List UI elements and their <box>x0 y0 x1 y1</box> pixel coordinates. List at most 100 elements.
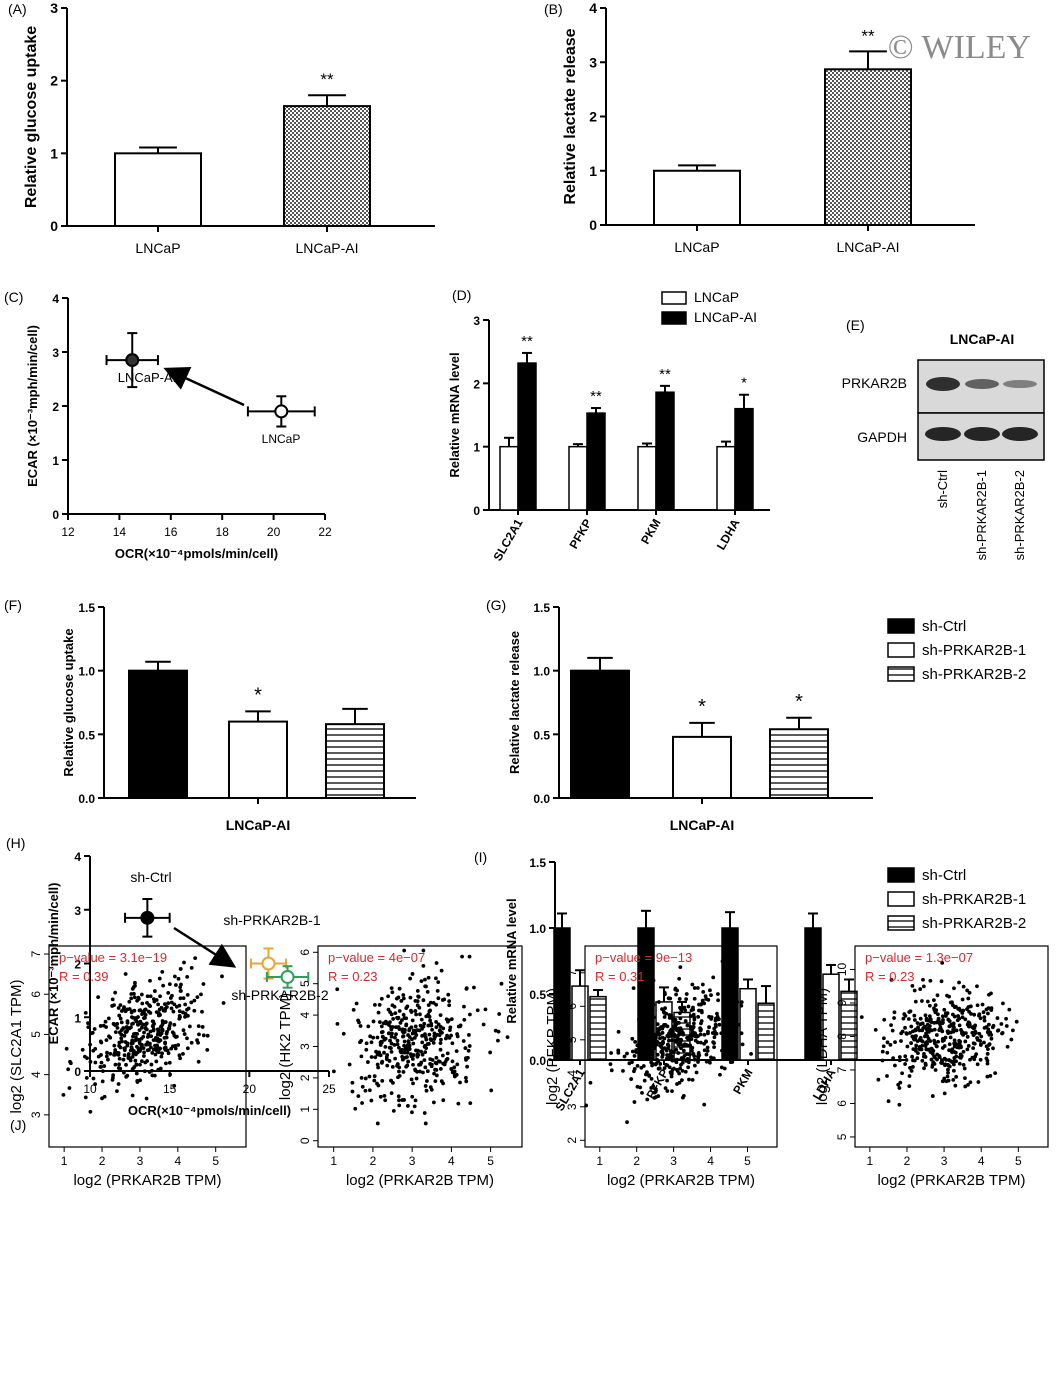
point-J2 <box>363 1088 368 1093</box>
point-J4 <box>947 1042 952 1047</box>
point-J2 <box>421 948 426 953</box>
point-J2 <box>463 1046 468 1050</box>
point-J1 <box>167 1026 172 1031</box>
point-J2 <box>496 1038 500 1043</box>
chart-A-y-tick-label: 1 <box>50 145 58 161</box>
chart-J2-x-tick-label: 1 <box>330 1154 337 1168</box>
point-J1 <box>126 1052 131 1056</box>
point-J1 <box>124 1025 129 1029</box>
chart-D-y-tick-label: 2 <box>473 377 480 391</box>
point-J3 <box>733 976 738 980</box>
point-J3 <box>690 1045 695 1050</box>
point-J4 <box>989 1032 994 1037</box>
point-J3 <box>625 1120 629 1125</box>
chart-I-y-axis-title: Relative mRNA level <box>504 898 519 1023</box>
point-J2 <box>377 1003 382 1007</box>
point-J1 <box>151 1047 156 1052</box>
point-J1 <box>103 1019 108 1024</box>
point-J4 <box>985 1030 990 1035</box>
point-J4 <box>922 1052 926 1056</box>
chart-D-y-axis-title: Relative mRNA level <box>447 352 462 477</box>
point-J2 <box>395 1042 400 1047</box>
sig-marker-D-1: ** <box>590 388 602 405</box>
point-J4 <box>1001 1001 1005 1006</box>
point-J3 <box>669 1038 674 1043</box>
point-J4 <box>930 1063 935 1067</box>
point-J1 <box>177 1003 182 1008</box>
point-J1 <box>129 1045 134 1050</box>
chart-D: 0 1 2 3 Relative mRNA level ** SLC2A1 ** PFKP ** P… <box>447 314 770 563</box>
point-J4 <box>928 978 933 983</box>
chart-C-x-axis-title: OCR(×10⁻⁴pmols/min/cell) <box>115 546 278 561</box>
point-J2 <box>426 1003 431 1008</box>
point-J1 <box>154 1059 159 1064</box>
point-J4 <box>981 1010 986 1015</box>
point-J4 <box>933 1003 938 1008</box>
point-J1 <box>88 1042 92 1047</box>
point-J2 <box>367 1088 372 1093</box>
point-J1 <box>119 1020 124 1025</box>
point-J2 <box>413 1067 417 1072</box>
blot-band-gapdh-2 <box>1002 427 1038 441</box>
point-J4 <box>890 1028 895 1033</box>
point-J1 <box>162 1020 166 1025</box>
point-J3 <box>649 1017 654 1021</box>
point-J1 <box>119 1032 124 1037</box>
point-J3 <box>609 1051 614 1055</box>
point-J4 <box>978 1043 983 1047</box>
point-J1 <box>185 1013 190 1018</box>
point-J1 <box>129 1015 134 1020</box>
point-J4 <box>946 1078 951 1083</box>
point-J1 <box>101 1069 105 1074</box>
point-J1 <box>122 1005 126 1010</box>
point-J2 <box>455 1032 460 1036</box>
legend-i-swatch-2 <box>887 915 915 931</box>
category-label-D-1: PFKP <box>566 517 594 552</box>
point-J4 <box>921 984 926 989</box>
point-J3 <box>678 1066 683 1071</box>
point-J4 <box>948 1000 953 1005</box>
point-J3 <box>732 997 737 1002</box>
point-J3 <box>690 1048 694 1053</box>
point-J1 <box>84 1076 89 1080</box>
point-J4 <box>954 1074 959 1079</box>
point-J3 <box>716 998 720 1003</box>
point-J4 <box>909 1069 914 1073</box>
point-J1 <box>155 1027 160 1032</box>
point-J4 <box>886 1099 891 1104</box>
point-J3 <box>656 1000 661 1004</box>
point-J3 <box>725 1015 730 1020</box>
legend-i-label-1: sh-PRKAR2B-1 <box>922 891 1026 908</box>
point-J3 <box>683 1008 688 1013</box>
point-J1 <box>99 1060 104 1065</box>
point-J4 <box>942 1007 947 1012</box>
point-J4 <box>982 1018 987 1023</box>
point-J2 <box>373 1002 377 1007</box>
point-J2 <box>422 1058 427 1063</box>
point-J1 <box>99 1040 104 1045</box>
point-J3 <box>733 1022 738 1027</box>
point-J3 <box>663 1006 667 1010</box>
point-J1 <box>181 1028 186 1033</box>
chart-J3-x-tick-label: 2 <box>633 1154 640 1168</box>
point-J1 <box>64 1046 69 1051</box>
chart-J3-x-tick-label: 4 <box>707 1154 714 1168</box>
point-J1 <box>153 1035 158 1040</box>
point-J2 <box>411 1041 416 1046</box>
point-J1 <box>123 1009 128 1014</box>
point-J4 <box>881 1036 886 1041</box>
point-J4 <box>942 1076 947 1081</box>
point-J1 <box>168 1021 173 1026</box>
chart-C-y-tick-label: 0 <box>52 508 59 522</box>
point-J1 <box>122 1053 127 1058</box>
point-J3 <box>684 1043 689 1047</box>
point-J2 <box>376 1010 381 1015</box>
point-J4 <box>963 1017 968 1022</box>
chart-J2-y-tick-label: 5 <box>298 980 312 987</box>
point-J3 <box>673 987 678 992</box>
legend-i-label-0: sh-Ctrl <box>922 867 966 884</box>
point-J4 <box>967 990 972 995</box>
point-J3 <box>653 1089 658 1094</box>
blot-lane-label-0: sh-Ctrl <box>935 470 950 508</box>
